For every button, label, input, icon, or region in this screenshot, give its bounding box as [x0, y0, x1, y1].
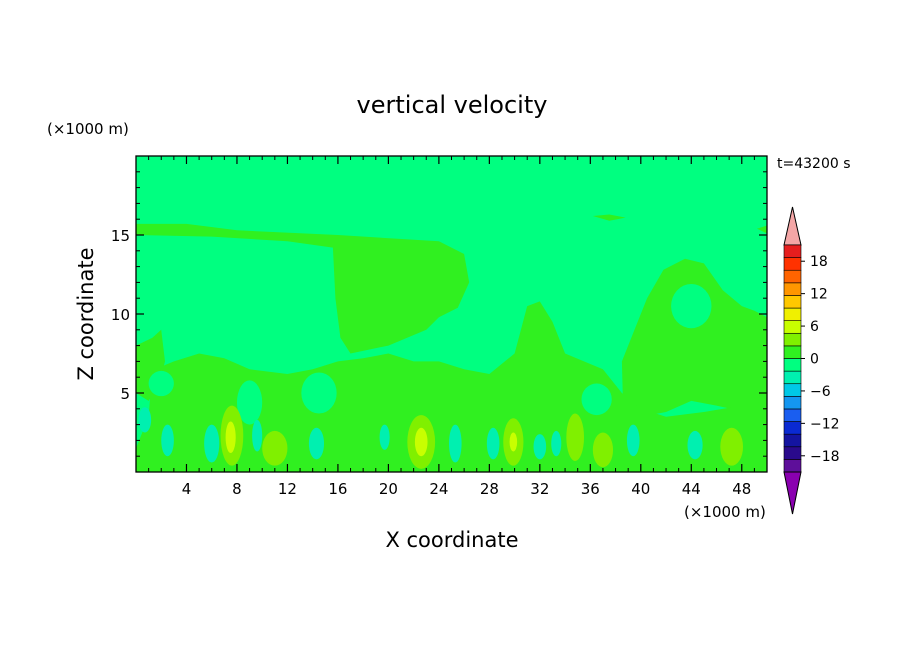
y-axis-label: Z coordinate [74, 247, 98, 380]
contour-region-4 [592, 214, 626, 221]
contour-region-22 [687, 430, 703, 460]
colorbar-swatch [783, 269, 802, 284]
colorbar-swatch [783, 459, 802, 473]
colorbar-swatch [783, 396, 802, 410]
y-tick-label: 5 [120, 385, 130, 403]
time-label: t=43200 s [777, 156, 851, 172]
colorbar-swatch [783, 421, 802, 435]
colorbar-swatch [783, 358, 802, 372]
colorbar-label: 12 [810, 287, 828, 303]
contour-region-17 [448, 424, 462, 463]
colorbar-swatch [783, 370, 802, 385]
x-tick-label: 44 [682, 480, 701, 498]
colorbar-over-triangle [783, 206, 802, 246]
contour-region-15 [308, 427, 325, 460]
contour-field [136, 156, 767, 472]
contour-region-10 [581, 383, 612, 416]
contour-region-13 [204, 424, 220, 463]
chart-title: vertical velocity [357, 91, 548, 119]
contour-region-8 [236, 380, 263, 425]
colorbar-label: −18 [810, 449, 840, 465]
contour-region-29 [720, 427, 744, 466]
colorbar-swatch [783, 244, 802, 258]
contour-region-2 [136, 301, 767, 472]
contour-region-9 [301, 372, 337, 414]
x-tick-label: 20 [379, 480, 398, 498]
y-unit-label: (×1000 m) [47, 120, 129, 138]
y-tick-label: 15 [111, 227, 130, 245]
contour-region-7 [148, 370, 174, 397]
x-tick-label: 28 [480, 480, 499, 498]
colorbar-swatch [783, 383, 802, 397]
y-axis: 5 10 15 [111, 171, 767, 457]
colorbar-swatch [783, 320, 802, 334]
contour-region-27 [566, 413, 585, 461]
x-tick-label: 40 [631, 480, 650, 498]
x-axis: 4 8 12 16 20 24 28 32 36 40 44 48 [148, 156, 755, 498]
contour-region-18 [486, 427, 500, 460]
x-tick-label: 24 [429, 480, 448, 498]
colorbar-swatch [783, 307, 802, 321]
x-tick-label: 36 [581, 480, 600, 498]
contour-region-5 [756, 225, 767, 234]
colorbar-label: 0 [810, 352, 819, 368]
y-tick-label: 10 [111, 306, 130, 324]
colorbar-swatch [783, 332, 802, 347]
contour-region-14 [252, 419, 263, 452]
colorbar-swatch [783, 408, 802, 422]
x-tick-label: 4 [182, 480, 192, 498]
colorbar-under-triangle [783, 471, 802, 515]
contour-region-24 [262, 430, 288, 466]
contour-region-30 [225, 421, 236, 454]
contour-region-12 [161, 424, 174, 457]
contour-region-6 [671, 283, 712, 329]
x-tick-label: 12 [278, 480, 297, 498]
colorbar-swatch [783, 295, 802, 309]
x-tick-label: 16 [328, 480, 347, 498]
contour-region-21 [626, 424, 640, 457]
x-axis-label: X coordinate [385, 528, 518, 552]
contour-region-31 [414, 427, 428, 457]
colorbar-swatch [783, 345, 802, 359]
contour-region-16 [379, 424, 390, 450]
contour-region-32 [509, 432, 518, 452]
contour-region-20 [551, 430, 562, 457]
contour-region-1 [621, 258, 767, 417]
x-tick-label: 8 [232, 480, 242, 498]
colorbar-swatch [783, 433, 802, 448]
x-tick-label: 48 [732, 480, 751, 498]
contour-region-28 [592, 432, 614, 468]
colorbar-label: 6 [810, 319, 819, 335]
colorbar-swatch [783, 446, 802, 460]
contour-region-19 [533, 434, 547, 460]
contour-region-0 [136, 223, 470, 354]
colorbar-label: −12 [810, 416, 840, 432]
colorbar: 18 12 6 0 −6 −12 −18 [783, 206, 840, 515]
colorbar-label: −6 [810, 384, 831, 400]
x-unit-label: (×1000 m) [684, 503, 766, 521]
colorbar-swatch [783, 282, 802, 296]
colorbar-swatch [783, 257, 802, 271]
colorbar-label: 18 [810, 254, 828, 270]
x-tick-label: 32 [530, 480, 549, 498]
contour-region-11 [138, 407, 152, 433]
